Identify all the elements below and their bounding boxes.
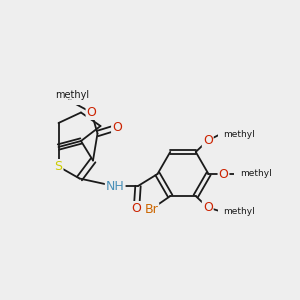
Text: H: H xyxy=(112,179,121,190)
Text: O: O xyxy=(219,167,228,181)
Text: O: O xyxy=(87,106,96,119)
Text: methyl: methyl xyxy=(55,90,89,100)
Text: O: O xyxy=(203,134,213,147)
Text: S: S xyxy=(55,160,62,173)
Text: Br: Br xyxy=(145,203,158,216)
Text: methyl: methyl xyxy=(224,207,255,216)
Text: O: O xyxy=(112,121,122,134)
Text: methyl: methyl xyxy=(240,169,272,178)
Text: N: N xyxy=(108,180,118,193)
Text: methyl: methyl xyxy=(224,130,255,139)
Text: NH: NH xyxy=(106,179,124,193)
Text: methyl: methyl xyxy=(68,99,73,101)
Text: O: O xyxy=(203,201,213,214)
Text: O: O xyxy=(132,202,141,215)
